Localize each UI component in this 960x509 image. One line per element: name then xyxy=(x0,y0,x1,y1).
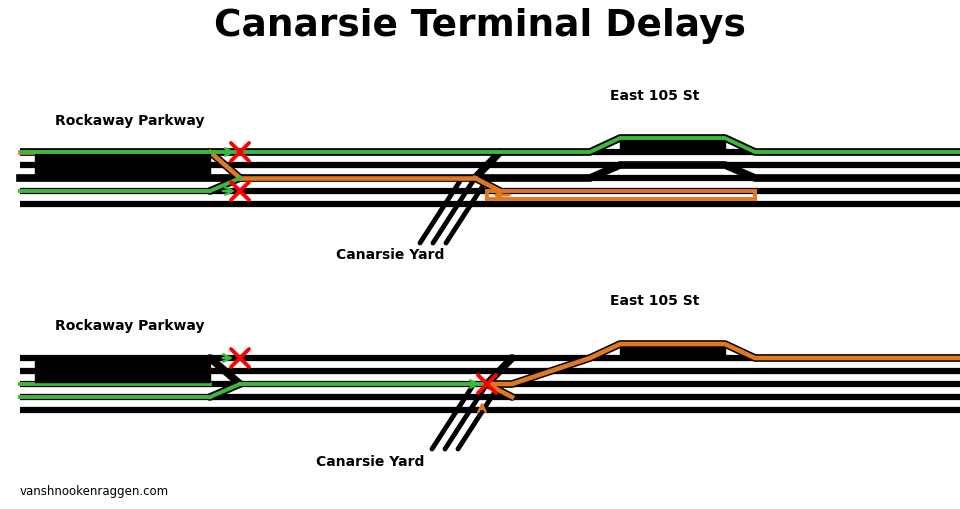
Text: vanshnookenraggen.com: vanshnookenraggen.com xyxy=(20,485,169,498)
Text: East 105 St: East 105 St xyxy=(610,294,700,308)
Bar xyxy=(620,346,725,356)
Bar xyxy=(620,140,725,150)
Text: Canarsie Yard: Canarsie Yard xyxy=(316,455,424,469)
Text: East 105 St: East 105 St xyxy=(610,89,700,103)
Text: Canarsie Terminal Delays: Canarsie Terminal Delays xyxy=(214,8,746,44)
Bar xyxy=(35,360,210,382)
Bar xyxy=(35,154,210,176)
Text: Canarsie Yard: Canarsie Yard xyxy=(336,248,444,262)
Text: Rockaway Parkway: Rockaway Parkway xyxy=(55,114,204,128)
Text: Rockaway Parkway: Rockaway Parkway xyxy=(55,319,204,333)
